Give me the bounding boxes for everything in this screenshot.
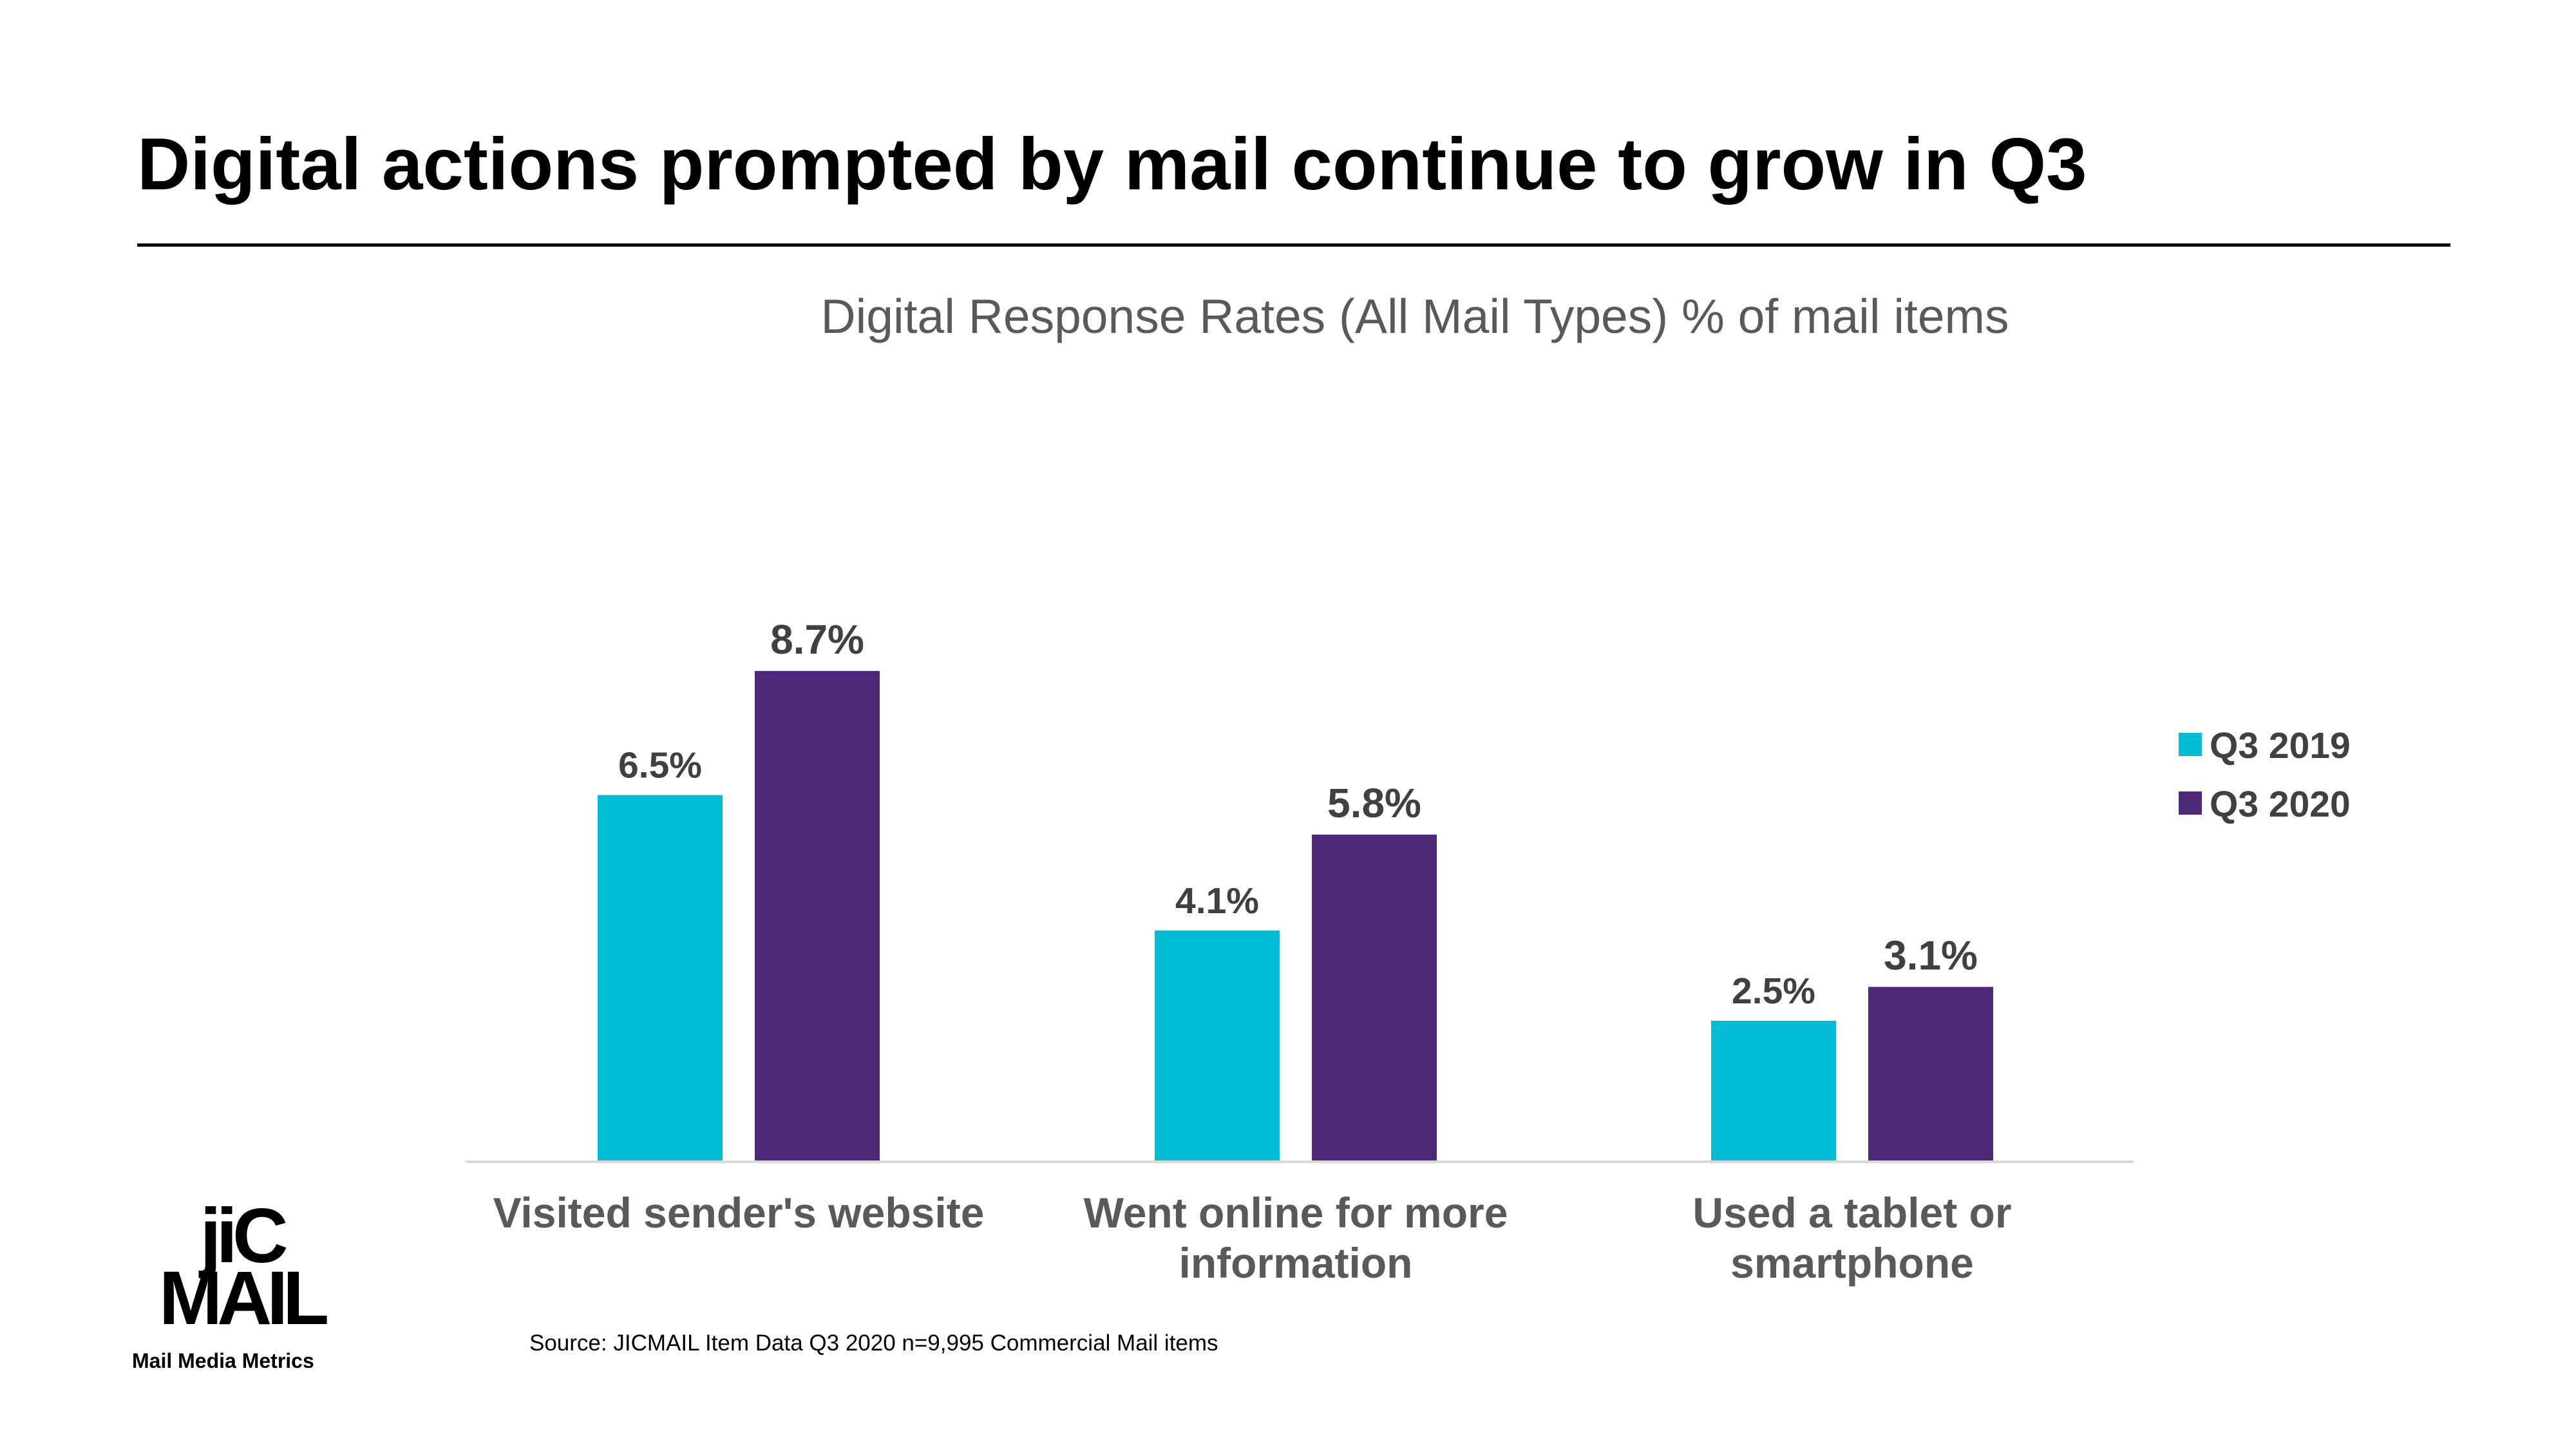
data-label-q3-2020-2: 3.1% bbox=[1884, 932, 1978, 978]
category-label-1-line0: Went online for more bbox=[1084, 1189, 1508, 1236]
title-divider bbox=[137, 243, 2450, 247]
data-label-q3-2020-0: 8.7% bbox=[770, 616, 864, 663]
bar-q3-2020-1 bbox=[1312, 834, 1437, 1162]
plot-area: 6.5% 4.1% 2.5% 8.7% 5.8% 3.1% Visited sender's… bbox=[493, 616, 2012, 1287]
bar-q3-2019-0 bbox=[598, 795, 723, 1162]
source-note: Source: JICMAIL Item Data Q3 2020 n=9,99… bbox=[529, 1331, 1218, 1356]
category-label-0-line0: Visited sender's website bbox=[493, 1189, 985, 1236]
data-label-q3-2020-1: 5.8% bbox=[1327, 780, 1421, 826]
data-label-q3-2019-1: 4.1% bbox=[1175, 880, 1259, 922]
legend-label-q3-2019: Q3 2019 bbox=[2210, 725, 2351, 766]
category-label-2-line0: Used a tablet or bbox=[1692, 1189, 2011, 1236]
data-label-q3-2019-0: 6.5% bbox=[618, 745, 702, 786]
legend: Q3 2019 Q3 2020 bbox=[2179, 725, 2351, 825]
data-label-q3-2019-2: 2.5% bbox=[1732, 971, 1815, 1012]
category-label-2-line1: smartphone bbox=[1730, 1239, 1974, 1287]
chart-title: Digital Response Rates (All Mail Types) … bbox=[820, 289, 2009, 343]
bar-q3-2019-1 bbox=[1155, 930, 1280, 1162]
jicmail-logo: jiC MAIL Mail Media Metrics bbox=[132, 1193, 345, 1373]
legend-swatch-q3-2019 bbox=[2179, 733, 2202, 756]
legend-swatch-q3-2020 bbox=[2179, 791, 2202, 815]
logo-tagline: Mail Media Metrics bbox=[132, 1349, 314, 1373]
logo-mark: jiC MAIL bbox=[158, 1193, 329, 1341]
bar-q3-2020-2 bbox=[1868, 987, 1993, 1162]
logo-mark-line1: jiC bbox=[200, 1193, 288, 1279]
legend-label-q3-2020: Q3 2020 bbox=[2210, 784, 2351, 825]
slide-title: Digital actions prompted by mail continu… bbox=[137, 124, 2087, 205]
bar-q3-2020-0 bbox=[755, 670, 880, 1162]
bar-q3-2019-2 bbox=[1711, 1021, 1836, 1162]
category-label-1-line1: information bbox=[1179, 1239, 1413, 1287]
logo-mark-line2: MAIL bbox=[158, 1256, 329, 1341]
